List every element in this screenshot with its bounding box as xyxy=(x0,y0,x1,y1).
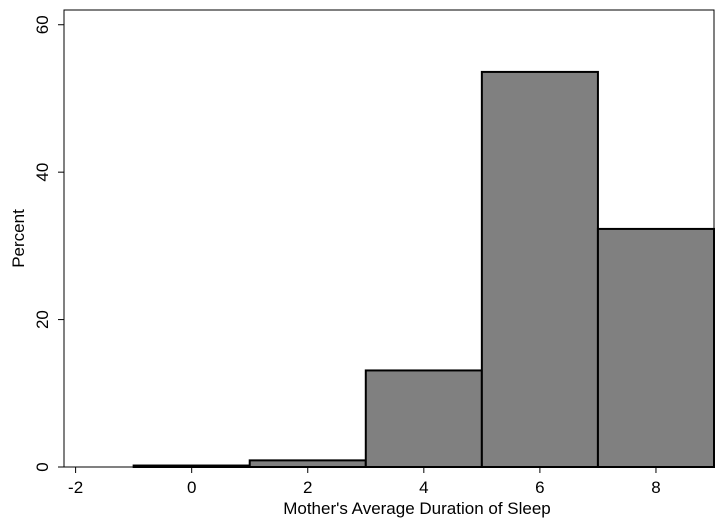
y-tick-label: 0 xyxy=(33,462,52,471)
x-tick-label: 8 xyxy=(651,478,660,497)
x-axis-title: Mother's Average Duration of Sleep xyxy=(283,499,551,518)
y-tick-label: 60 xyxy=(33,15,52,34)
x-tick-label: 6 xyxy=(535,478,544,497)
y-axis-title: Percent xyxy=(9,209,28,268)
y-tick-label: 40 xyxy=(33,163,52,182)
x-axis: -2 0 2 4 6 8 xyxy=(64,466,714,497)
histogram-bar xyxy=(596,227,716,468)
x-tick-label: -2 xyxy=(68,478,83,497)
bars-group xyxy=(132,70,716,469)
y-tick-label: 20 xyxy=(33,310,52,329)
x-tick-label: 4 xyxy=(419,478,428,497)
y-axis: 0 20 40 60 xyxy=(33,10,65,472)
histogram-bar xyxy=(248,459,367,468)
histogram-bar xyxy=(480,70,599,468)
x-tick-label: 0 xyxy=(187,478,196,497)
x-tick-label: 2 xyxy=(303,478,312,497)
histogram-bar xyxy=(364,369,483,468)
